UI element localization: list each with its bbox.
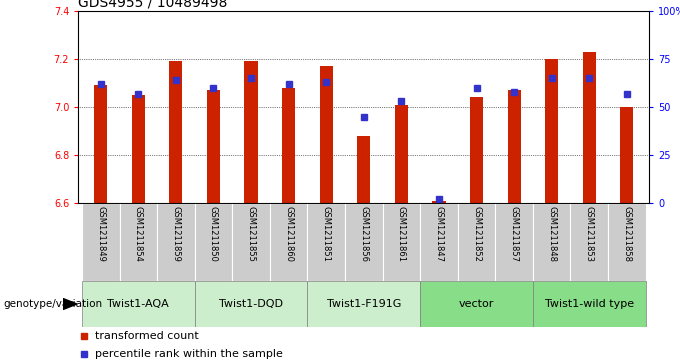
Bar: [245, 61, 258, 203]
FancyBboxPatch shape: [120, 203, 157, 281]
Text: GSM1211853: GSM1211853: [585, 205, 594, 262]
FancyBboxPatch shape: [571, 203, 608, 281]
Text: percentile rank within the sample: percentile rank within the sample: [95, 349, 283, 359]
FancyBboxPatch shape: [420, 281, 533, 327]
Bar: [583, 52, 596, 203]
Bar: [620, 107, 634, 203]
Text: GSM1211858: GSM1211858: [622, 205, 631, 262]
Bar: [169, 61, 182, 203]
FancyBboxPatch shape: [233, 203, 270, 281]
Bar: [132, 95, 145, 203]
Bar: [357, 136, 371, 203]
FancyBboxPatch shape: [345, 203, 383, 281]
Text: GSM1211847: GSM1211847: [435, 205, 443, 262]
FancyBboxPatch shape: [307, 281, 420, 327]
FancyBboxPatch shape: [307, 203, 345, 281]
FancyBboxPatch shape: [194, 203, 233, 281]
Text: GDS4955 / 10489498: GDS4955 / 10489498: [78, 0, 228, 10]
Text: Twist1-wild type: Twist1-wild type: [545, 299, 634, 309]
Text: GSM1211857: GSM1211857: [509, 205, 519, 262]
Text: GSM1211856: GSM1211856: [359, 205, 369, 262]
Bar: [507, 90, 521, 203]
FancyBboxPatch shape: [533, 281, 645, 327]
Text: vector: vector: [459, 299, 494, 309]
Text: Twist1-AQA: Twist1-AQA: [107, 299, 169, 309]
Text: GSM1211848: GSM1211848: [547, 205, 556, 262]
Text: GSM1211850: GSM1211850: [209, 205, 218, 261]
Text: GSM1211860: GSM1211860: [284, 205, 293, 262]
Text: Twist1-DQD: Twist1-DQD: [219, 299, 283, 309]
Text: GSM1211859: GSM1211859: [171, 205, 180, 261]
FancyBboxPatch shape: [495, 203, 533, 281]
Text: GSM1211855: GSM1211855: [247, 205, 256, 261]
Bar: [94, 85, 107, 203]
Text: GSM1211852: GSM1211852: [472, 205, 481, 261]
Text: transformed count: transformed count: [95, 331, 199, 341]
Text: Twist1-F191G: Twist1-F191G: [326, 299, 401, 309]
FancyBboxPatch shape: [270, 203, 307, 281]
FancyBboxPatch shape: [157, 203, 194, 281]
Text: genotype/variation: genotype/variation: [3, 299, 103, 309]
Text: GSM1211849: GSM1211849: [97, 205, 105, 261]
FancyBboxPatch shape: [194, 281, 307, 327]
Text: GSM1211861: GSM1211861: [397, 205, 406, 262]
FancyBboxPatch shape: [82, 281, 194, 327]
Bar: [545, 59, 558, 203]
Bar: [470, 98, 483, 203]
Bar: [207, 90, 220, 203]
FancyBboxPatch shape: [533, 203, 571, 281]
FancyBboxPatch shape: [82, 203, 120, 281]
FancyBboxPatch shape: [608, 203, 645, 281]
Polygon shape: [63, 298, 77, 309]
Bar: [282, 88, 295, 203]
FancyBboxPatch shape: [458, 203, 495, 281]
FancyBboxPatch shape: [420, 203, 458, 281]
FancyBboxPatch shape: [383, 203, 420, 281]
Text: GSM1211854: GSM1211854: [134, 205, 143, 261]
Bar: [432, 201, 445, 203]
Bar: [320, 66, 333, 203]
Bar: [395, 105, 408, 203]
Text: GSM1211851: GSM1211851: [322, 205, 330, 261]
